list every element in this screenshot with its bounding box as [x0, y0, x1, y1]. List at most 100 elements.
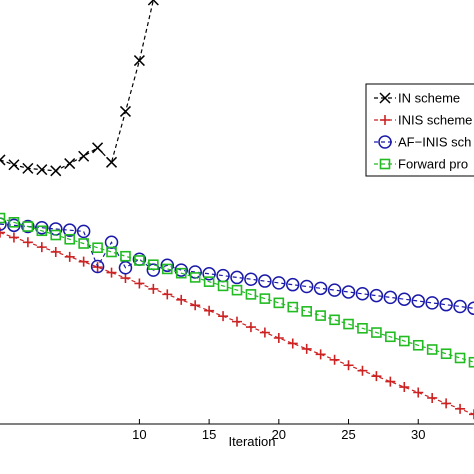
legend-marker [378, 135, 392, 149]
data-point [244, 272, 258, 286]
data-point [64, 233, 76, 245]
series-forward-propagation [0, 212, 474, 368]
data-point [134, 278, 145, 289]
data-point [245, 322, 256, 333]
data-point [202, 267, 216, 281]
plot-area [0, 0, 474, 420]
legend-item: IN scheme [374, 91, 460, 106]
data-point [426, 344, 438, 355]
data-point [327, 283, 342, 297]
data-point [329, 354, 340, 365]
data-point [411, 294, 425, 308]
data-point [301, 306, 313, 317]
legend-marker [380, 115, 390, 125]
data-point [22, 221, 34, 232]
data-point [329, 314, 340, 326]
data-point [259, 327, 270, 338]
data-point [453, 299, 467, 314]
legend: IN scheme INIS scheme AF−INIS sch Forward p… [365, 83, 474, 177]
data-point [272, 276, 286, 290]
data-point [134, 255, 145, 266]
data-point [146, 263, 161, 277]
data-point [147, 0, 159, 6]
legend-label: AF−INIS sch [398, 135, 471, 150]
data-point [355, 287, 370, 301]
data-point [105, 156, 118, 168]
series-line [0, 217, 474, 363]
data-point [439, 297, 453, 312]
data-point [175, 267, 187, 279]
data-point [427, 392, 438, 403]
data-point [62, 223, 77, 237]
data-point [190, 300, 201, 311]
data-point [217, 280, 229, 292]
data-point [22, 162, 34, 174]
data-point [36, 225, 48, 237]
data-point [204, 305, 215, 316]
legend-label: IN scheme [398, 91, 460, 106]
data-point [315, 310, 326, 321]
data-point [148, 283, 159, 294]
data-point [22, 237, 33, 248]
data-point [64, 251, 75, 262]
data-point [230, 270, 244, 285]
data-point [90, 259, 105, 274]
data-point [133, 55, 145, 67]
data-point [92, 242, 103, 254]
data-point [50, 246, 61, 257]
data-point [273, 332, 284, 343]
data-point [301, 343, 312, 354]
data-point [148, 259, 159, 270]
data-point [174, 263, 188, 277]
data-point [0, 154, 6, 166]
data-point [120, 250, 131, 262]
data-point [161, 263, 173, 275]
x-axis-label: Iteration [229, 434, 276, 449]
data-point [341, 285, 356, 299]
data-point [357, 365, 368, 376]
series-inis-scheme [0, 227, 474, 420]
legend-marker [379, 158, 391, 170]
x-tick-label: 30 [411, 427, 425, 442]
data-point [8, 232, 19, 243]
data-point [8, 216, 20, 228]
data-point [357, 322, 368, 334]
data-point [50, 165, 62, 177]
data-point [119, 105, 132, 117]
series-in-scheme [0, 0, 159, 177]
data-point [371, 327, 382, 338]
data-point [273, 297, 285, 309]
data-point [189, 272, 201, 283]
data-point [287, 301, 299, 313]
x-tick-label: 15 [202, 427, 216, 442]
data-point [50, 229, 62, 241]
data-point [412, 339, 424, 351]
data-point [425, 296, 439, 310]
data-point [231, 284, 243, 296]
data-point [8, 159, 20, 171]
legend-label: INIS scheme [398, 113, 472, 128]
data-point [160, 258, 175, 273]
data-point [259, 293, 271, 304]
data-point [399, 382, 410, 393]
data-point [397, 292, 412, 306]
data-point [162, 289, 173, 300]
data-point [7, 218, 21, 233]
data-point [218, 311, 229, 322]
data-point [398, 335, 410, 347]
legend-marker [379, 92, 391, 104]
data-point [440, 348, 452, 360]
data-point [176, 294, 187, 305]
data-point [203, 276, 215, 287]
data-point [232, 316, 242, 327]
data-point [413, 387, 424, 398]
data-point [0, 227, 5, 238]
data-point [78, 238, 89, 249]
data-point [383, 290, 398, 305]
data-point [313, 281, 328, 296]
data-point [92, 142, 104, 154]
data-point [469, 409, 474, 420]
series-line [0, 223, 474, 309]
data-point [21, 219, 35, 234]
